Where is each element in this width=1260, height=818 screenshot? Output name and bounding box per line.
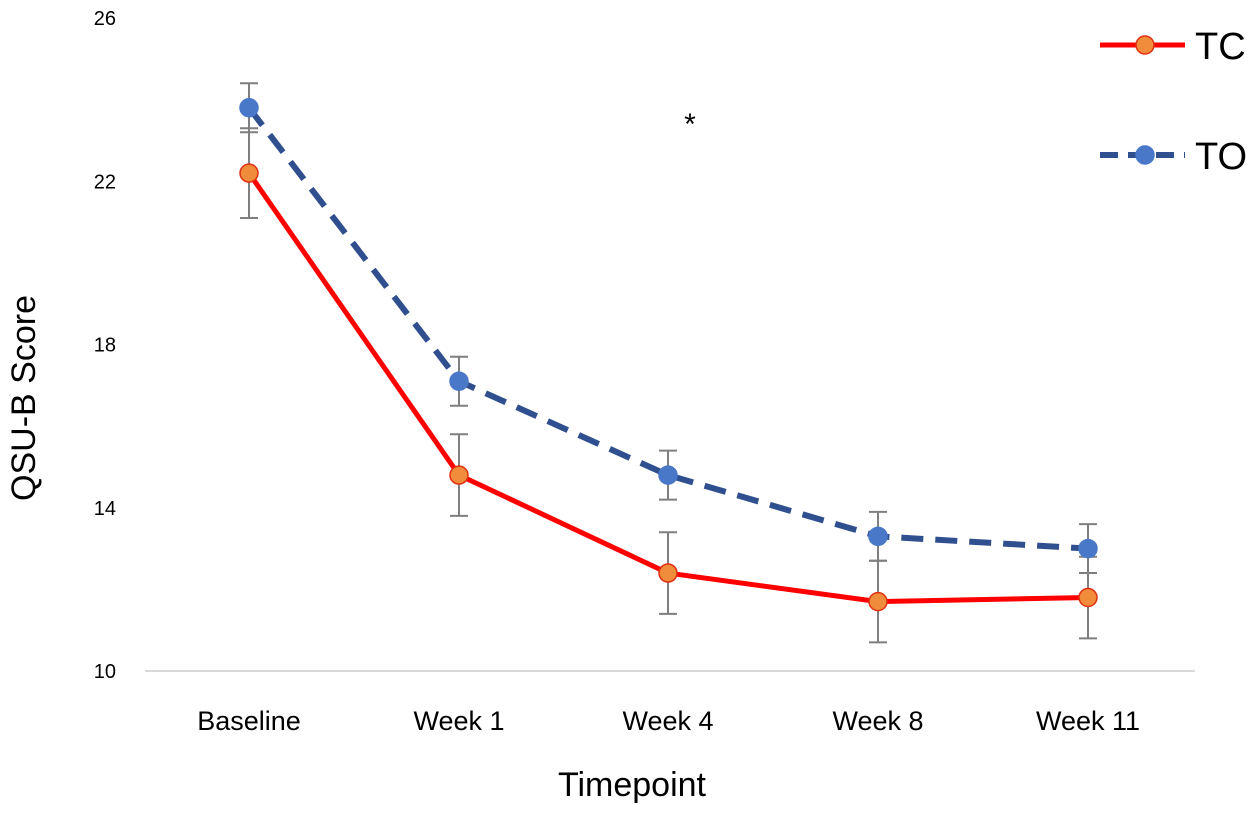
y-tick-label: 18: [94, 335, 116, 357]
data-point-tc: [868, 591, 888, 612]
series-lines: [246, 105, 1089, 605]
series-line-to: [246, 105, 1089, 552]
data-point-tc: [658, 563, 678, 583]
x-tick-label: Week 4: [622, 706, 713, 736]
x-tick-label: Week 1: [413, 706, 504, 736]
y-tick-label: 14: [94, 498, 116, 520]
legend-swatch-marker: [1135, 35, 1155, 55]
data-point-to: [239, 98, 259, 118]
x-tick-label: Week 8: [832, 706, 923, 736]
data-point-to: [868, 526, 888, 547]
y-axis-ticks: 10 14 18 22 26: [94, 8, 116, 683]
data-point-tc: [239, 163, 259, 183]
y-axis-title: QSU-B Score: [5, 295, 43, 501]
data-point-to: [658, 465, 678, 485]
x-tick-label: Baseline: [197, 706, 301, 736]
legend-label: TC: [1195, 26, 1246, 68]
y-tick-label: 10: [94, 661, 116, 683]
y-tick-label: 22: [94, 171, 116, 193]
y-tick-label: 26: [94, 8, 116, 30]
x-tick-label: Week 11: [1036, 706, 1140, 736]
series-markers: [239, 98, 1098, 612]
error-bars: [240, 82, 1097, 644]
legend-label: TO: [1195, 136, 1247, 178]
annotations: *: [684, 108, 696, 141]
data-point-tc: [1078, 587, 1098, 608]
data-point-to: [449, 371, 469, 391]
data-point-to: [1078, 538, 1098, 559]
legend-swatch-marker: [1135, 145, 1155, 165]
data-point-tc: [449, 465, 469, 485]
legend: TC TO: [1100, 26, 1247, 178]
x-axis-title: Timepoint: [558, 766, 707, 804]
significance-marker: *: [684, 108, 696, 141]
x-axis-ticks: Baseline Week 1 Week 4 Week 8 Week 11: [197, 706, 1140, 736]
